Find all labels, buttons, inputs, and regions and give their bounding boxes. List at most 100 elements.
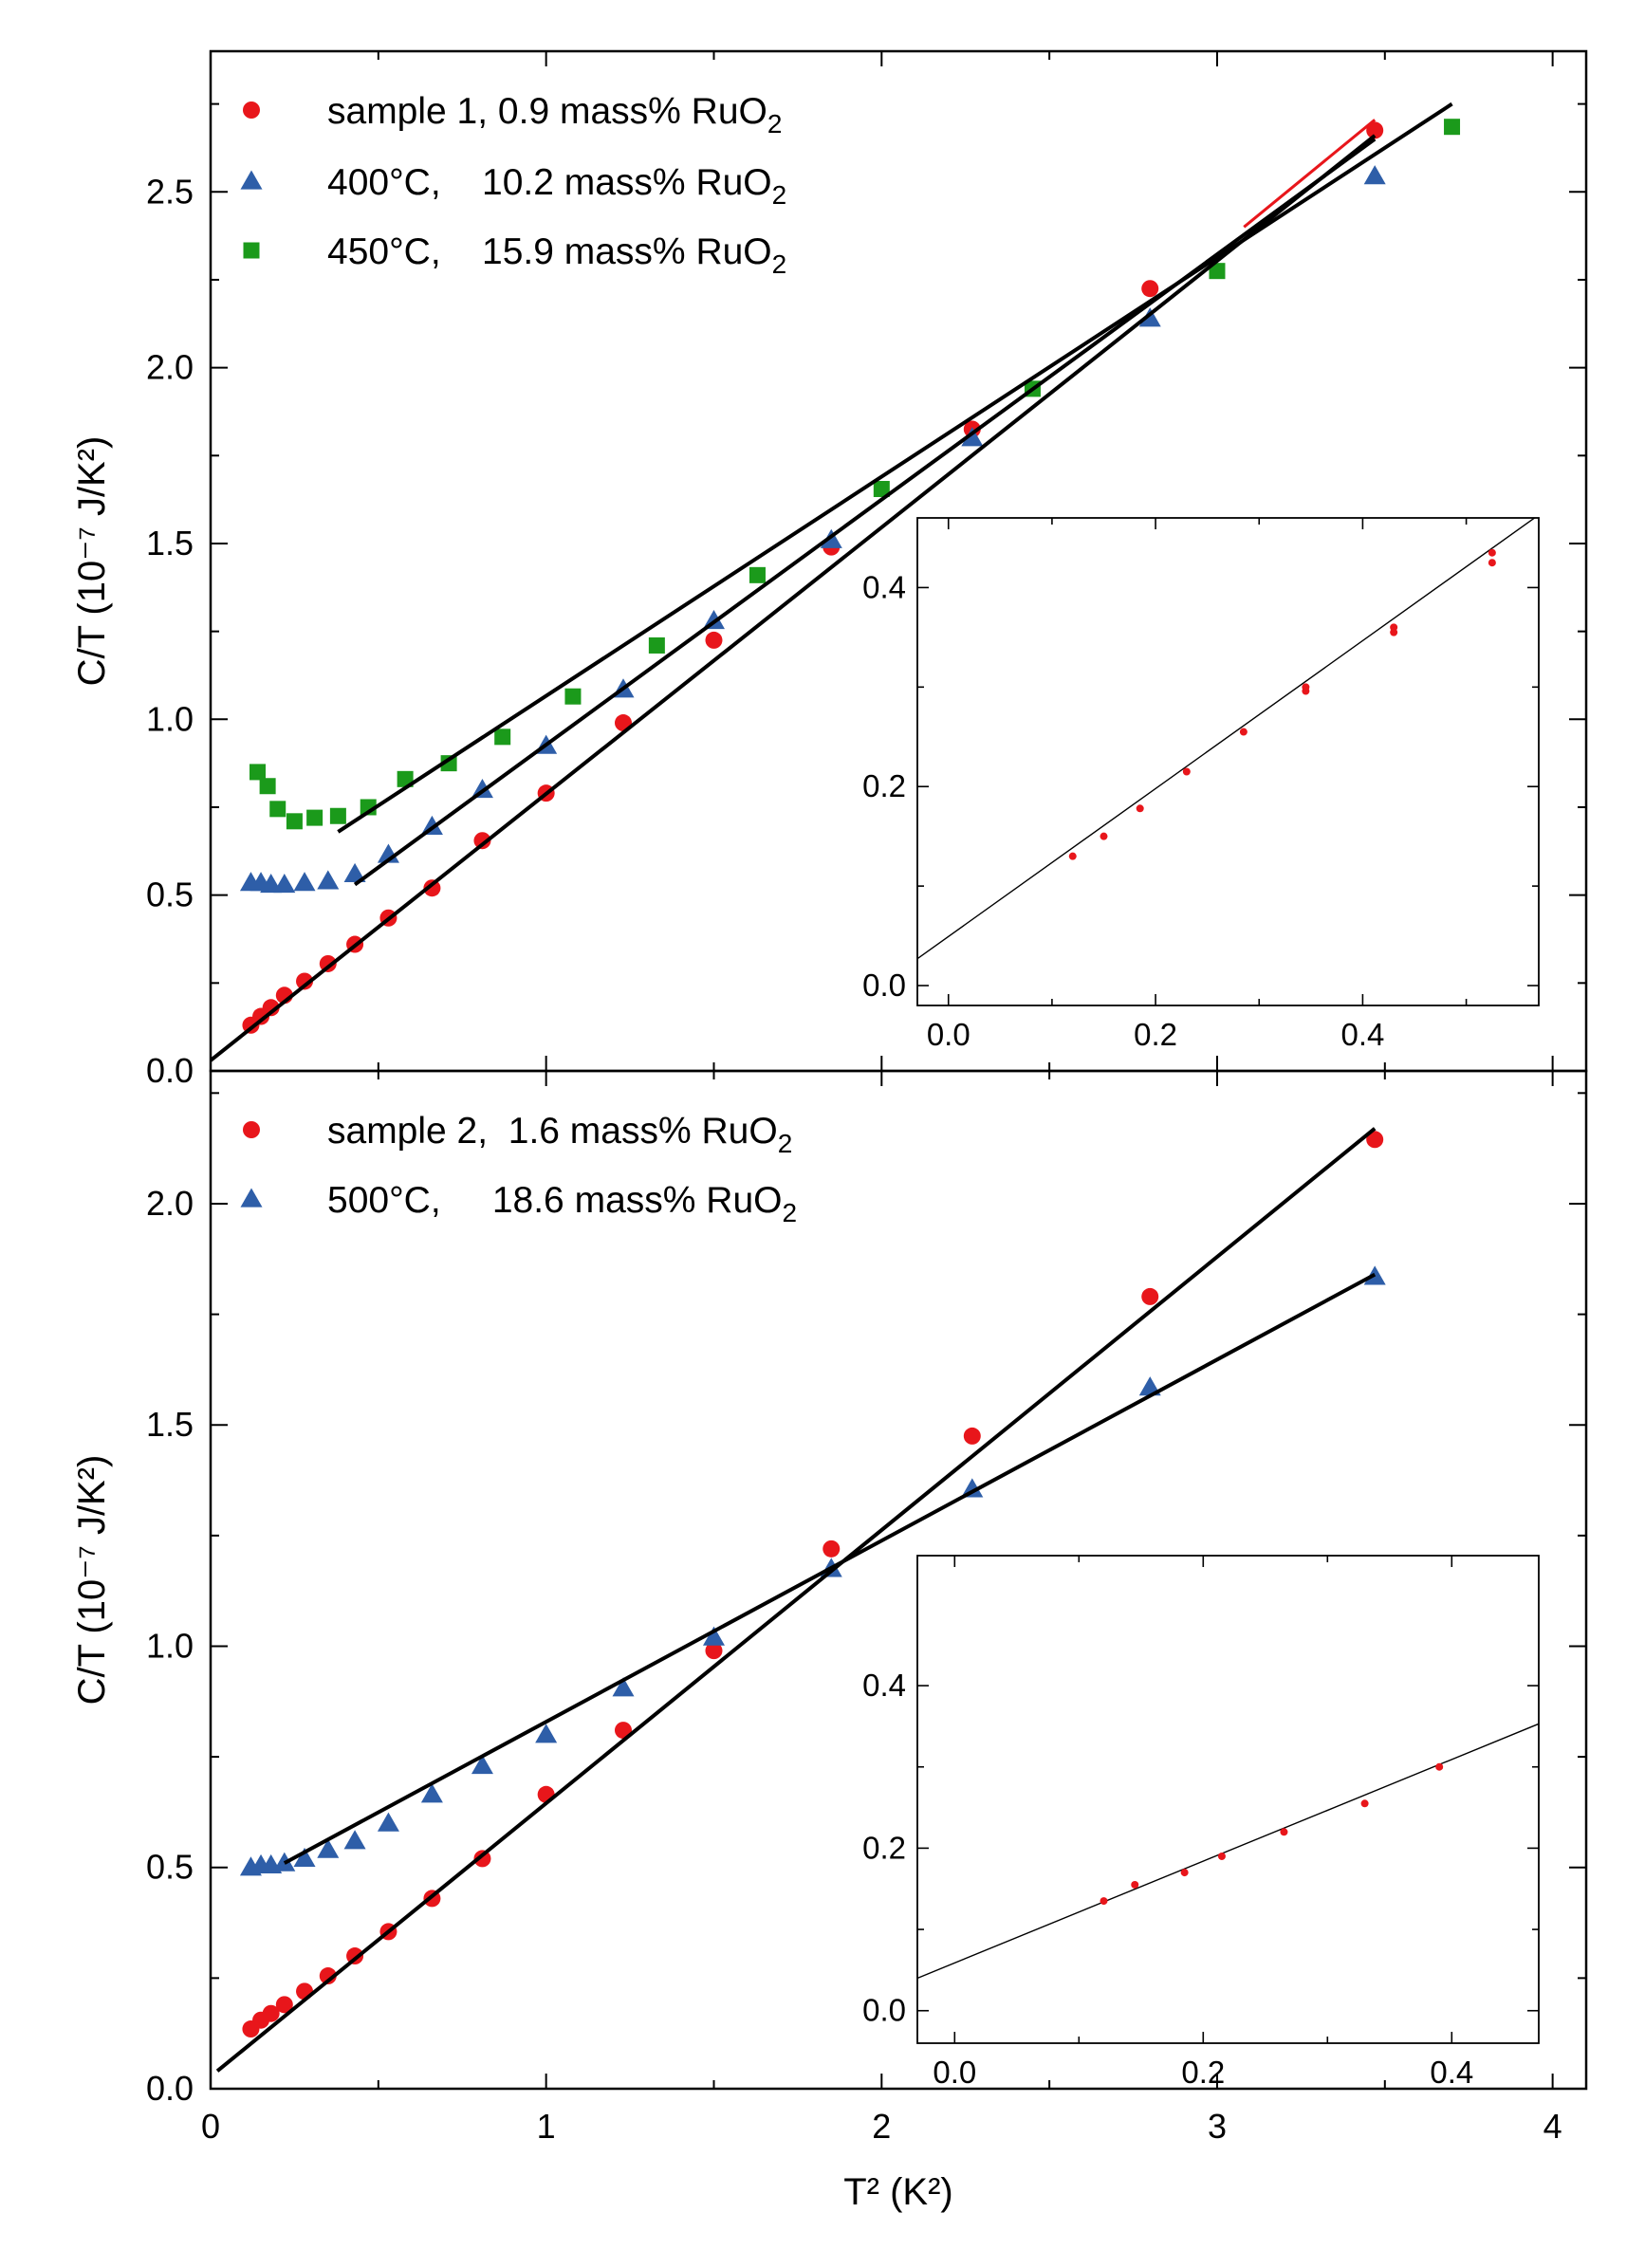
data-point: [535, 1724, 558, 1743]
legend-marker: [240, 1188, 263, 1208]
inset: 0.0 0.2 0.4 0.0 0.2 0.4: [862, 1555, 1540, 2090]
data-point: [293, 1847, 316, 1868]
data-point: [612, 1677, 635, 1697]
inset-data-point: [1068, 852, 1077, 860]
y-tick-label: 2.0: [146, 348, 194, 387]
inset-y-tick-label: 0.4: [862, 1668, 906, 1703]
data-point: [440, 755, 457, 772]
inset-x-tick-label: 0.4: [1340, 1017, 1384, 1052]
data-point: [259, 778, 276, 795]
legend-label: 500°C, 18.6 mass% RuO2: [327, 1180, 797, 1227]
legend-label-subscript: 2: [778, 1129, 793, 1158]
y-tick-label: 1.5: [146, 1405, 194, 1444]
y-tick-label: 0.5: [146, 1848, 194, 1887]
series-3: [250, 119, 1461, 830]
data-point: [317, 1838, 340, 1858]
data-point: [1209, 263, 1226, 280]
data-point: [296, 972, 314, 990]
x-tick-label: 4: [1543, 2107, 1562, 2146]
y-tick-label: 0.5: [146, 876, 194, 914]
y-tick-label: 0.0: [146, 1051, 194, 1090]
data-point: [873, 481, 890, 498]
inset-fit-line: [917, 518, 1536, 960]
inset-y-tick-label: 0.4: [862, 569, 906, 604]
data-point: [494, 728, 511, 746]
inset-data-point: [1302, 687, 1310, 695]
plot-frame: [209, 1069, 1588, 2091]
inset-x-tick-label: 0.4: [1430, 2055, 1473, 2090]
inset-data-point: [1390, 628, 1398, 636]
data-point: [317, 870, 340, 890]
inset-data-point: [1136, 804, 1144, 813]
legend-label-text: sample 1, 0.9 mass% RuO: [327, 91, 767, 132]
inset-fit-line: [917, 1723, 1539, 1980]
inset-data-point: [1435, 1762, 1444, 1771]
x-tick-label: 0: [201, 2107, 220, 2146]
inset: 0.0 0.2 0.4 0.0 0.2 0.4: [862, 517, 1540, 1052]
inset-x-tick-label: 0.0: [933, 2055, 976, 2090]
inset-data-point: [1180, 1869, 1189, 1877]
data-point: [293, 872, 316, 892]
data-point: [343, 1830, 366, 1850]
legend-label-subscript: 2: [782, 1198, 797, 1227]
y-axis-title: C/T (10⁻⁷ J/K²): [71, 1455, 113, 1706]
data-point: [705, 631, 723, 649]
inset-frame: [916, 517, 1540, 1006]
legend-label: 450°C, 15.9 mass% RuO2: [327, 231, 786, 279]
data-point: [1366, 1131, 1384, 1149]
fit-line-extra: [1243, 119, 1377, 229]
x-tick-label: 2: [872, 2107, 891, 2146]
legend-label: sample 1, 0.9 mass% RuO2: [327, 91, 782, 138]
data-point: [262, 999, 280, 1017]
data-point: [705, 1642, 723, 1660]
data-point: [471, 1754, 493, 1775]
y-axis-title: C/T (10⁻⁷ J/K²): [71, 436, 113, 687]
inset-data-point: [1182, 767, 1191, 776]
inset-data-point: [1239, 728, 1248, 736]
data-point: [1141, 280, 1159, 298]
data-point: [961, 1478, 984, 1498]
data-point: [273, 874, 296, 894]
inset-data-point: [1360, 1799, 1369, 1808]
legend-label-text: sample 2, 1.6 mass% RuO: [327, 1111, 778, 1152]
y-tick-label: 1.0: [146, 699, 194, 738]
data-point: [648, 636, 665, 654]
data-layer: [211, 101, 1461, 1062]
legend-label-subscript: 2: [772, 180, 787, 210]
legend-label-subscript: 2: [767, 109, 783, 138]
y-tick-label: 1.5: [146, 524, 194, 562]
y-tick-label: 0.0: [146, 2069, 194, 2108]
data-point: [473, 832, 491, 850]
legend-label: 400°C, 10.2 mass% RuO2: [327, 162, 786, 210]
data-point: [1138, 307, 1161, 327]
fit-line: [337, 101, 1453, 834]
data-layer: [215, 1127, 1386, 2073]
fit-line: [283, 1272, 1377, 1865]
inset-y-tick-label: 0.0: [862, 1993, 906, 2028]
data-point: [420, 1783, 443, 1803]
data-point: [262, 2004, 280, 2022]
data-point: [564, 688, 582, 705]
data-point: [1444, 119, 1461, 136]
legend-marker: [243, 101, 260, 119]
data-point: [423, 879, 441, 897]
inset-frame: [916, 1555, 1540, 2044]
legend-marker: [243, 242, 260, 259]
x-tick-label: 3: [1208, 2107, 1227, 2146]
data-point: [963, 1427, 981, 1445]
fit-line: [211, 134, 1377, 1062]
inset-data-point: [1280, 1828, 1288, 1836]
legend-label: sample 2, 1.6 mass% RuO2: [327, 1111, 792, 1158]
data-point: [286, 813, 303, 830]
data-point: [329, 807, 346, 824]
data-point: [822, 1540, 841, 1558]
data-point: [1141, 1287, 1159, 1305]
panel-2: 0.0 0.5 1.0 1.5 2.0 0 1 2 3 4 T² (K²) C/T (10⁻⁷ J/K…: [71, 1069, 1588, 2213]
inset-data-layer: [917, 1723, 1539, 1980]
data-point: [473, 1850, 491, 1868]
data-point: [1366, 121, 1384, 139]
y-tick-label: 2.5: [146, 172, 194, 211]
panel-1: 0.0 0.5 1.0 1.5 2.0 2.5 C/T (10⁻⁷ J/K²) sample …: [71, 49, 1588, 1090]
